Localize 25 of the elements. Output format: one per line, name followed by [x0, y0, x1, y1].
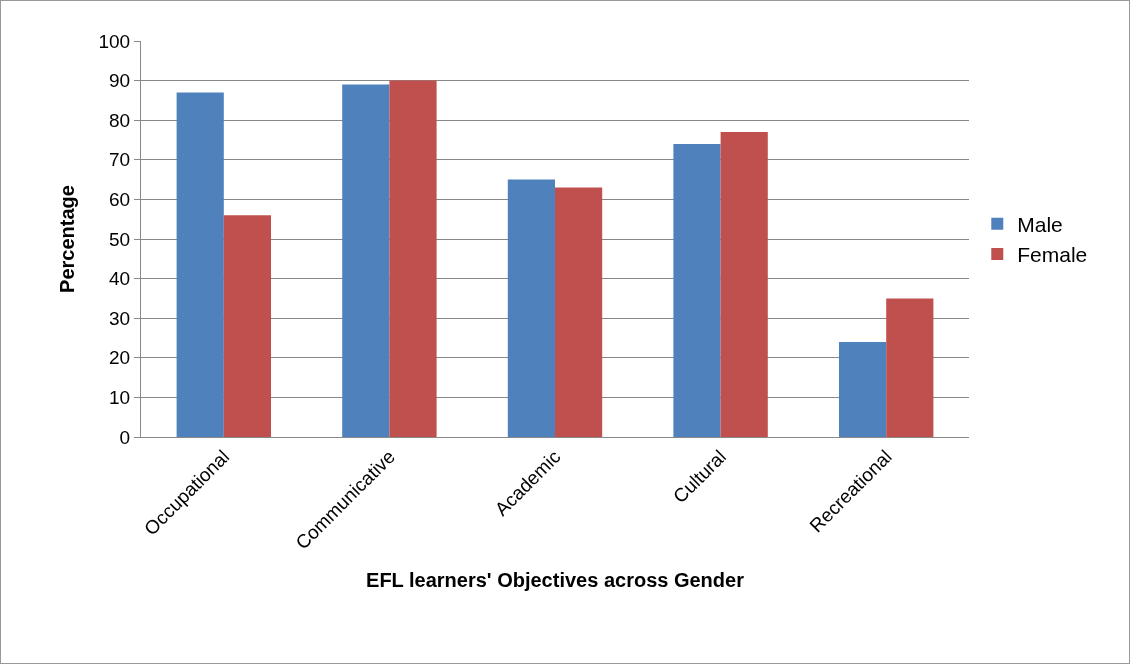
y-tick-label: 10 — [109, 387, 131, 409]
y-tick-label: 80 — [109, 109, 131, 131]
y-axis-title: Percentage — [56, 185, 78, 293]
y-tick-label: 60 — [109, 189, 131, 211]
bar — [555, 187, 603, 437]
y-tick-label: 40 — [109, 268, 131, 290]
y-tick-label: 70 — [109, 149, 131, 171]
y-tick-label: 50 — [109, 228, 131, 250]
y-tick-label: 20 — [109, 347, 131, 369]
y-tick-label: 30 — [109, 307, 131, 329]
bar — [389, 80, 437, 437]
y-tick-label: 100 — [98, 30, 131, 52]
legend-label: Female — [1017, 243, 1088, 267]
bar — [673, 143, 721, 437]
bar — [342, 84, 390, 437]
x-axis-title: EFL learners' Objectives across Gender — [366, 568, 745, 591]
y-tick-label: 90 — [109, 70, 131, 92]
bar — [720, 132, 768, 437]
legend-label: Male — [1017, 212, 1063, 236]
bar — [507, 179, 555, 437]
bar — [223, 215, 271, 437]
bar — [176, 92, 224, 437]
bar — [886, 298, 934, 437]
y-tick-label: 0 — [119, 426, 131, 448]
bar — [839, 341, 887, 437]
